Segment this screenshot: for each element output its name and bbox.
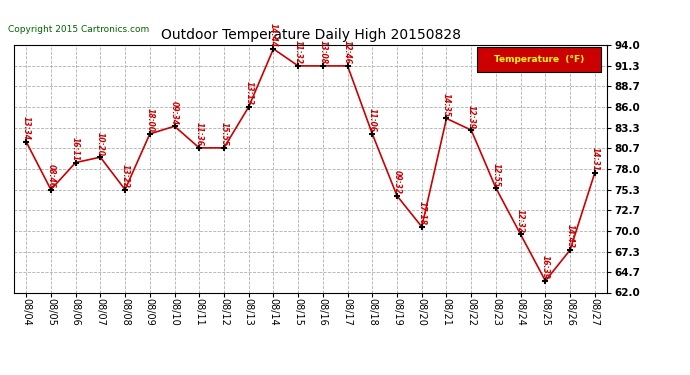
Text: 14:43: 14:43 [566, 224, 575, 248]
Text: 16:39: 16:39 [541, 255, 550, 279]
Text: 12:39: 12:39 [466, 105, 475, 129]
Text: 13:13: 13:13 [244, 81, 253, 105]
Text: Copyright 2015 Cartronics.com: Copyright 2015 Cartronics.com [8, 25, 149, 34]
Text: 11:36: 11:36 [195, 122, 204, 146]
Text: 15:55: 15:55 [219, 122, 228, 146]
Text: 09:32: 09:32 [393, 170, 402, 194]
Text: 12:46: 12:46 [343, 40, 352, 64]
Text: 17:18: 17:18 [417, 201, 426, 225]
Text: 16:11: 16:11 [71, 137, 80, 161]
Text: 12:32: 12:32 [516, 209, 525, 233]
Text: 08:46: 08:46 [46, 164, 55, 188]
Text: 13:08: 13:08 [318, 40, 327, 64]
Text: 14:35: 14:35 [442, 93, 451, 117]
Text: 13:22: 13:22 [121, 164, 130, 188]
Text: 10:20: 10:20 [96, 132, 105, 156]
Text: 14:44: 14:44 [269, 23, 278, 47]
Text: Temperature  (°F): Temperature (°F) [494, 56, 584, 64]
Text: 11:06: 11:06 [368, 108, 377, 132]
Text: 13:34: 13:34 [21, 116, 30, 140]
Text: 12:55: 12:55 [491, 162, 500, 186]
Text: 11:32: 11:32 [294, 40, 303, 64]
FancyBboxPatch shape [477, 48, 601, 72]
Text: 09:34: 09:34 [170, 100, 179, 124]
Title: Outdoor Temperature Daily High 20150828: Outdoor Temperature Daily High 20150828 [161, 28, 460, 42]
Text: 18:00: 18:00 [146, 108, 155, 132]
Text: 14:31: 14:31 [591, 147, 600, 171]
